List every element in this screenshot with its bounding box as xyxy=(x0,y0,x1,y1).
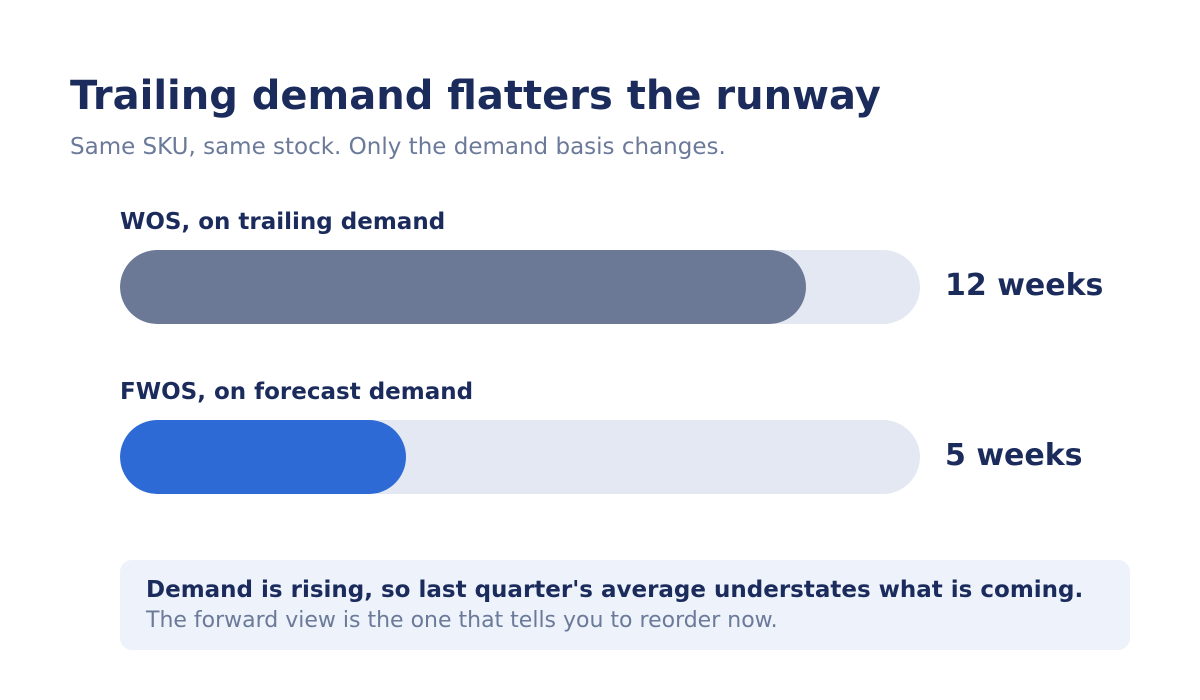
bar-label-wos: WOS, on trailing demand xyxy=(120,209,446,235)
bar-track-fwos xyxy=(120,420,920,494)
callout-body: The forward view is the one that tells y… xyxy=(146,608,778,633)
bar-fill-wos xyxy=(120,250,806,324)
chart-subtitle: Same SKU, same stock. Only the demand ba… xyxy=(70,134,726,160)
bar-fill-fwos xyxy=(120,420,406,494)
bar-track-wos xyxy=(120,250,920,324)
insight-callout: Demand is rising, so last quarter's aver… xyxy=(120,560,1130,650)
bar-value-wos: 12 weeks xyxy=(945,268,1104,303)
bar-label-fwos: FWOS, on forecast demand xyxy=(120,379,474,405)
chart-title: Trailing demand flatters the runway xyxy=(70,73,881,119)
callout-headline: Demand is rising, so last quarter's aver… xyxy=(146,577,1084,603)
bar-value-fwos: 5 weeks xyxy=(945,438,1083,473)
